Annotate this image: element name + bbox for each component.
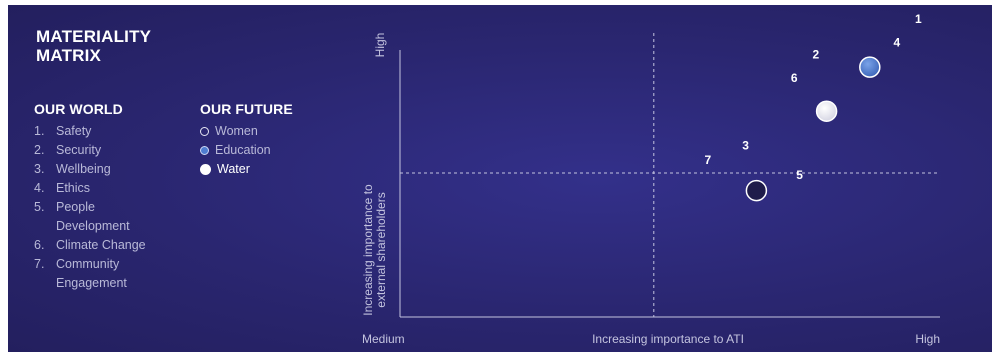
our-world-item-label: People Development <box>56 200 130 233</box>
legend-title: MATERIALITY MATRIX <box>36 27 196 65</box>
our-world-item-label: Safety <box>56 124 92 138</box>
issue-label-1: 1 <box>915 12 922 26</box>
legend-title-line1: MATERIALITY <box>36 27 152 46</box>
our-future-heading: OUR FUTURE <box>200 101 293 117</box>
our-world-item: 6. Climate Change <box>34 236 194 255</box>
our-world-item-number: 4. <box>34 181 45 195</box>
our-future-list: Women Education Water <box>200 122 271 179</box>
y-tick-label-high: High <box>373 33 387 58</box>
our-future-item-label: Women <box>215 124 258 138</box>
issue-label-6: 6 <box>791 71 798 85</box>
issue-label-2: 2 <box>812 47 819 61</box>
issue-label-5: 5 <box>796 168 803 182</box>
our-future-item-women: Women <box>200 122 271 141</box>
materiality-panel: MATERIALITY MATRIX OUR WORLD OUR FUTURE … <box>8 5 992 352</box>
our-world-list: 1. Safety 2. Security 3. Wellbeing 4. Et… <box>34 122 194 293</box>
our-world-item: 1. Safety <box>34 122 194 141</box>
bubble-education <box>859 56 881 78</box>
our-world-item-label: Ethics <box>56 181 91 195</box>
our-world-item: 2. Security <box>34 141 194 160</box>
materiality-chart: Medium High High Increasing importance to A… <box>361 12 940 346</box>
our-world-item: 5. People Development <box>34 198 194 236</box>
our-future-item-label: Education <box>215 143 271 157</box>
our-world-item: 7. Community Engagement <box>34 255 194 293</box>
legend-title-line2: MATRIX <box>36 46 102 65</box>
our-future-item-label: Water <box>217 162 250 176</box>
our-world-item-label: Community Engagement <box>56 257 127 290</box>
our-future-item-water: Water <box>200 160 271 179</box>
our-future-item-education: Education <box>200 141 271 160</box>
our-world-item-number: 1. <box>34 124 45 138</box>
x-tick-label-high: High <box>915 332 940 346</box>
issue-label-4: 4 <box>893 36 900 50</box>
our-world-item-label: Security <box>56 143 102 157</box>
our-world-item-label: Climate Change <box>56 238 146 252</box>
our-world-item-number: 6. <box>34 238 45 252</box>
x-tick-label-medium: Medium <box>362 332 405 346</box>
issue-label-7: 7 <box>704 153 711 167</box>
women-marker-icon <box>200 127 209 136</box>
our-world-item-number: 2. <box>34 143 45 157</box>
education-marker-icon <box>200 146 209 155</box>
our-world-heading: OUR WORLD <box>34 101 123 117</box>
our-world-item: 4. Ethics <box>34 179 194 198</box>
y-axis-label: Increasing importance toexternal shareho… <box>361 184 388 316</box>
our-world-item: 3. Wellbeing <box>34 160 194 179</box>
our-world-item-number: 7. <box>34 257 45 271</box>
issue-label-3: 3 <box>742 138 749 152</box>
our-world-item-number: 3. <box>34 162 45 176</box>
bubble-women <box>745 179 768 202</box>
our-world-item-number: 5. <box>34 200 45 214</box>
bubble-water <box>815 100 838 122</box>
our-world-item-label: Wellbeing <box>56 162 111 176</box>
water-marker-icon <box>200 164 211 175</box>
x-axis-label: Increasing importance to ATI <box>592 332 744 346</box>
